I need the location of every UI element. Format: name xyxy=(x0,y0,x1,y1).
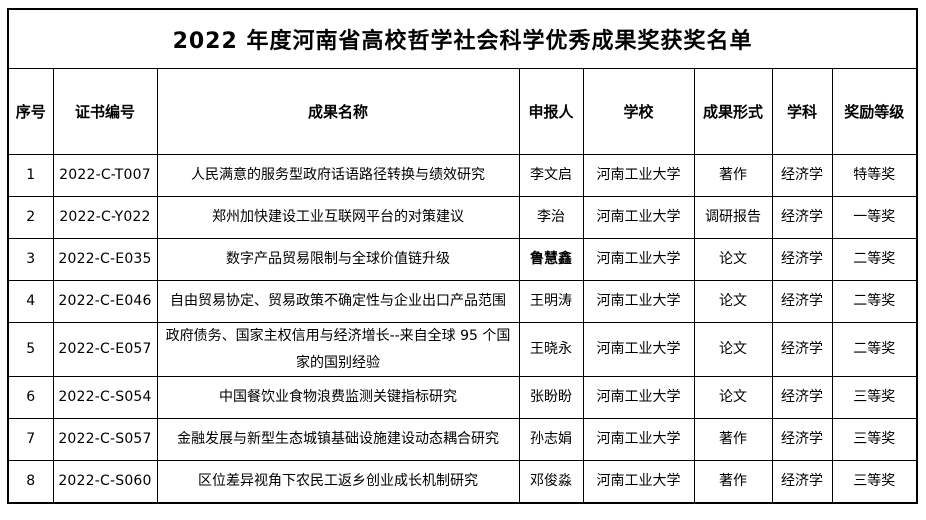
column-header-award-level: 奖励等级 xyxy=(831,68,918,155)
column-header-achievement-title: 成果名称 xyxy=(156,68,520,155)
cell-university: 河南工业大学 xyxy=(582,418,695,462)
cell-discipline: 经济学 xyxy=(771,376,833,420)
cell-certificate-no: 2022-C-E057 xyxy=(52,321,158,378)
table-row: 4 2022-C-E046 自由贸易协定、贸易政策不确定性与企业出口产品范围 王明涛河… xyxy=(7,280,918,323)
cell-certificate-no: 2022-C-S060 xyxy=(52,460,158,504)
page-title: 2022 年度河南省高校哲学社会科学优秀成果奖获奖名单 xyxy=(7,8,918,69)
award-table: 2022 年度河南省高校哲学社会科学优秀成果奖获奖名单 序号 证书编号 成果名称 申报… xyxy=(7,8,919,505)
cell-certificate-no: 2022-C-S054 xyxy=(52,376,158,420)
table-body: 1 2022-C-T007 人民满意的服务型政府话语路径转换与绩效研究 李文启 河南工业… xyxy=(7,154,918,504)
cell-applicant: 李文启 xyxy=(518,154,584,197)
cell-achievement-title: 数字产品贸易限制与全球价值链升级 xyxy=(156,238,520,281)
cell-achievement-title: 政府债务、国家主权信用与经济增长--来自全球 95 个国家的国别经验 xyxy=(156,321,520,378)
cell-discipline: 经济学 xyxy=(771,321,833,378)
table-row: 2 2022-C-Y022 郑州加快建设工业互联网平台的对策建议 李治 河南工业大学 调研… xyxy=(7,196,918,239)
cell-applicant: 孙志娟 xyxy=(518,418,584,462)
cell-university: 河南工业大学 xyxy=(582,280,695,323)
cell-university: 河南工业大学 xyxy=(582,238,695,281)
cell-applicant: 王明涛 xyxy=(518,280,584,323)
cell-discipline: 经济学 xyxy=(771,196,833,239)
cell-form: 论文 xyxy=(693,376,773,420)
cell-applicant: 邓俊淼 xyxy=(518,460,584,504)
cell-form: 论文 xyxy=(693,280,773,323)
cell-index: 3 xyxy=(7,238,54,281)
cell-discipline: 经济学 xyxy=(771,418,833,462)
title-row: 2022 年度河南省高校哲学社会科学优秀成果奖获奖名单 xyxy=(7,8,918,69)
cell-discipline: 经济学 xyxy=(771,280,833,323)
cell-index: 8 xyxy=(7,460,54,504)
column-header-applicant: 申报人 xyxy=(518,68,584,155)
cell-discipline: 经济学 xyxy=(771,154,833,197)
cell-certificate-no: 2022-C-S057 xyxy=(52,418,158,462)
cell-discipline: 经济学 xyxy=(771,238,833,281)
cell-certificate-no: 2022-C-Y022 xyxy=(52,196,158,239)
table-row: 5 2022-C-E057 政府债务、国家主权信用与经济增长--来自全球 95 个国… xyxy=(7,321,918,378)
column-header-discipline: 学科 xyxy=(771,68,833,155)
table-row: 7 2022-C-S057 金融发展与新型生态城镇基础设施建设动态耦合研究 孙志娟 河南… xyxy=(7,418,918,462)
cell-index: 7 xyxy=(7,418,54,462)
cell-certificate-no: 2022-C-E035 xyxy=(52,238,158,281)
cell-applicant: 李治 xyxy=(518,196,584,239)
cell-university: 河南工业大学 xyxy=(582,154,695,197)
cell-form: 著作 xyxy=(693,418,773,462)
cell-achievement-title: 自由贸易协定、贸易政策不确定性与企业出口产品范围 xyxy=(156,280,520,323)
cell-applicant: 鲁慧鑫 xyxy=(518,238,584,281)
cell-form: 调研报告 xyxy=(693,196,773,239)
cell-applicant: 张盼盼 xyxy=(518,376,584,420)
cell-achievement-title: 郑州加快建设工业互联网平台的对策建议 xyxy=(156,196,520,239)
cell-achievement-title: 区位差异视角下农民工返乡创业成长机制研究 xyxy=(156,460,520,504)
cell-award-level: 三等奖 xyxy=(831,376,918,420)
cell-certificate-no: 2022-C-E046 xyxy=(52,280,158,323)
table-row: 3 2022-C-E035 数字产品贸易限制与全球价值链升级 鲁慧鑫 河南工业大学 论文经… xyxy=(7,238,918,281)
cell-award-level: 一等奖 xyxy=(831,196,918,239)
table-row: 8 2022-C-S060 区位差异视角下农民工返乡创业成长机制研究 邓俊淼 河南工业大… xyxy=(7,460,918,504)
cell-award-level: 二等奖 xyxy=(831,280,918,323)
cell-index: 5 xyxy=(7,321,54,378)
column-header-form: 成果形式 xyxy=(693,68,773,155)
cell-award-level: 二等奖 xyxy=(831,238,918,281)
cell-university: 河南工业大学 xyxy=(582,460,695,504)
column-header-certificate-no: 证书编号 xyxy=(52,68,158,155)
cell-award-level: 三等奖 xyxy=(831,418,918,462)
cell-award-level: 二等奖 xyxy=(831,321,918,378)
cell-index: 4 xyxy=(7,280,54,323)
column-header-index: 序号 xyxy=(7,68,54,155)
cell-achievement-title: 金融发展与新型生态城镇基础设施建设动态耦合研究 xyxy=(156,418,520,462)
cell-university: 河南工业大学 xyxy=(582,376,695,420)
cell-award-level: 特等奖 xyxy=(831,154,918,197)
cell-achievement-title: 中国餐饮业食物浪费监测关键指标研究 xyxy=(156,376,520,420)
cell-index: 6 xyxy=(7,376,54,420)
cell-certificate-no: 2022-C-T007 xyxy=(52,154,158,197)
cell-award-level: 三等奖 xyxy=(831,460,918,504)
cell-achievement-title: 人民满意的服务型政府话语路径转换与绩效研究 xyxy=(156,154,520,197)
cell-form: 论文 xyxy=(693,238,773,281)
cell-applicant: 王晓永 xyxy=(518,321,584,378)
table-row: 1 2022-C-T007 人民满意的服务型政府话语路径转换与绩效研究 李文启 河南工业… xyxy=(7,154,918,197)
cell-index: 2 xyxy=(7,196,54,239)
table-row: 6 2022-C-S054 中国餐饮业食物浪费监测关键指标研究 张盼盼 河南工业大学 论文… xyxy=(7,376,918,420)
cell-university: 河南工业大学 xyxy=(582,321,695,378)
column-header-university: 学校 xyxy=(582,68,695,155)
cell-form: 著作 xyxy=(693,460,773,504)
cell-university: 河南工业大学 xyxy=(582,196,695,239)
header-row: 序号 证书编号 成果名称 申报人 学校 成果形式 学科 奖励等级 xyxy=(7,68,918,155)
cell-index: 1 xyxy=(7,154,54,197)
cell-form: 著作 xyxy=(693,154,773,197)
cell-form: 论文 xyxy=(693,321,773,378)
cell-discipline: 经济学 xyxy=(771,460,833,504)
